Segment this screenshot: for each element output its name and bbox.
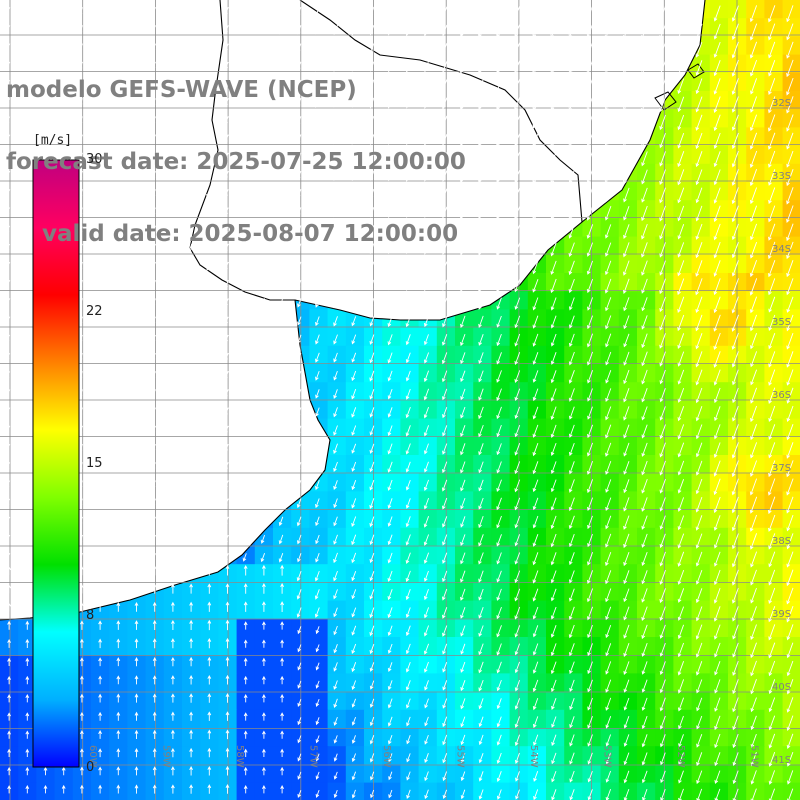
wind-arrows [5, 5, 794, 800]
lat-label-39s: 39S [772, 609, 791, 620]
lon-label-60w: 60W [87, 745, 98, 768]
lon-label-56w: 56W [381, 745, 392, 768]
valid-date: valid date: 2025-08-07 12:00:00 [42, 221, 459, 247]
lat-label-38s: 38S [772, 536, 791, 547]
colorbar-tick-0: 0 [86, 760, 95, 775]
lat-label-35s: 35S [772, 317, 791, 328]
lon-label-55w: 55W [455, 745, 466, 768]
latitude-labels: 32S 33S 34S 35S 36S 37S 38S 39S 40S 41S [772, 98, 791, 766]
lon-label-52w: 52W [675, 745, 686, 768]
lat-label-33s: 33S [772, 171, 791, 182]
colorbar-tick-22: 22 [86, 304, 103, 319]
lat-label-34s: 34S [772, 244, 791, 255]
lon-label-54w: 54W [528, 745, 539, 768]
lat-label-40s: 40S [772, 682, 791, 693]
lat-label-36s: 36S [772, 390, 791, 401]
colorbar-tick-30: 30 [86, 152, 103, 167]
lat-label-37s: 37S [772, 463, 791, 474]
colorbar-units: [m/s] [33, 133, 73, 148]
colorbar [32, 159, 80, 768]
coastlines [0, 0, 706, 621]
model-title: modelo GEFS-WAVE (NCEP) [6, 77, 357, 103]
colorbar-tick-15: 15 [86, 456, 103, 471]
forecast-date: forecast date: 2025-07-25 12:00:00 [6, 149, 466, 175]
lon-label-57w: 57W [308, 745, 319, 768]
lon-label-51w: 51W [749, 745, 760, 768]
map-title: modelo GEFS-WAVE (NCEP) forecast date: 2… [6, 30, 466, 270]
lon-label-53w: 53W [602, 745, 613, 768]
land-mask [0, 0, 705, 620]
lat-label-32s: 32S [772, 98, 791, 109]
lat-label-41s: 41S [772, 755, 791, 766]
lon-label-58w: 58W [234, 745, 245, 768]
lon-label-59w: 59W [161, 745, 172, 768]
colorbar-tick-8: 8 [86, 608, 95, 623]
longitude-labels: 60W 59W 58W 57W 56W 55W 54W 53W 52W 51W [87, 745, 760, 768]
